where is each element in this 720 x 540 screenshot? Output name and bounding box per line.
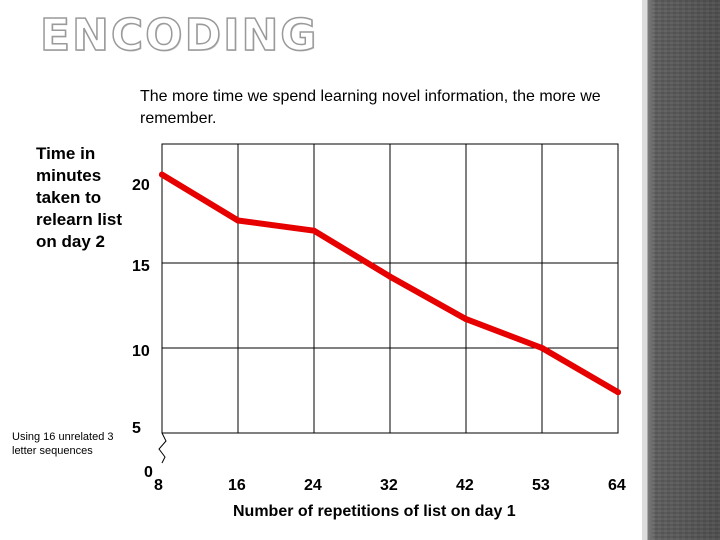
x-tick-label: 64 — [608, 477, 626, 494]
x-tick-label: 8 — [154, 477, 163, 494]
data-point — [159, 171, 165, 178]
slide-title: ENCODING — [39, 9, 319, 62]
data-point — [539, 345, 545, 351]
x-tick-label: 53 — [532, 477, 550, 494]
axis-break-mark — [158, 432, 167, 464]
x-tick-label: 42 — [456, 477, 474, 494]
x-tick-label: 32 — [380, 477, 398, 494]
y-tick-label: 15 — [132, 258, 150, 275]
data-point — [387, 273, 393, 280]
chart-subtitle: The more time we spend learning novel in… — [140, 88, 601, 127]
data-point — [463, 316, 469, 323]
y-tick-label: 0 — [144, 464, 153, 481]
y-axis-label: Time in minutes taken to relearn list on… — [36, 144, 122, 251]
data-point — [235, 217, 241, 224]
data-point — [311, 227, 317, 234]
x-tick-label: 16 — [228, 477, 246, 494]
decorative-side-band — [642, 0, 720, 540]
y-tick-label: 20 — [132, 177, 150, 194]
method-note: Using 16 unrelated 3 letter sequences — [12, 431, 114, 457]
data-point — [615, 389, 621, 396]
x-axis-label: Number of repetitions of list on day 1 — [233, 503, 516, 520]
y-tick-label: 10 — [132, 343, 150, 360]
x-tick-label: 24 — [304, 477, 322, 494]
y-tick-label: 5 — [132, 420, 141, 437]
